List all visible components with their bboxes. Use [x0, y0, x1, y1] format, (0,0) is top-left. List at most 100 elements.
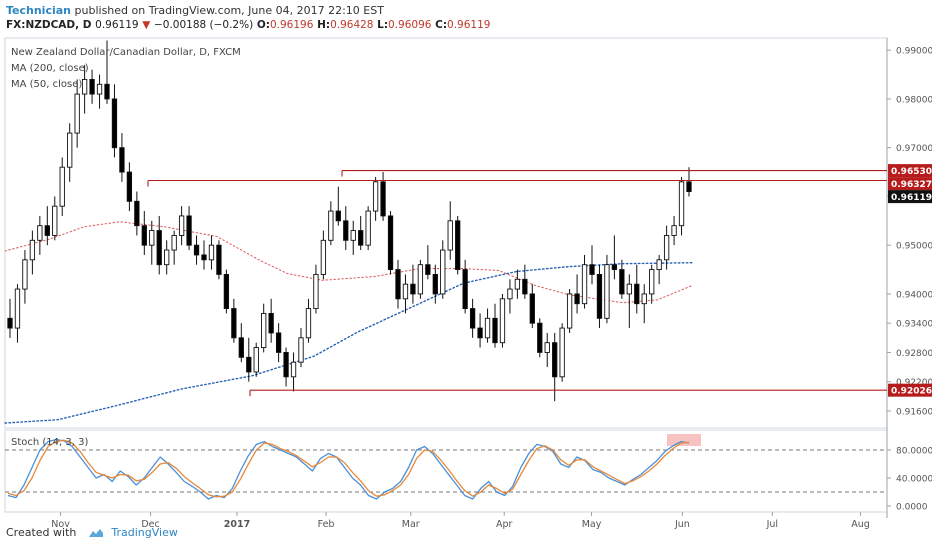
- time-tick-label: Apr: [496, 519, 513, 530]
- price-change: −0.00188 (−0.2%): [153, 19, 254, 31]
- bullish-candle: [566, 289, 573, 333]
- ma50-legend[interactable]: MA (50, close): [11, 79, 83, 90]
- bullish-candle: [305, 298, 312, 343]
- candle-body: [634, 283, 640, 305]
- bearish-candle: [335, 186, 341, 226]
- time-tick-label: Jul: [766, 519, 778, 530]
- candle-body: [649, 269, 655, 295]
- candle-body: [81, 78, 88, 95]
- stoch-d-line: [7, 439, 690, 498]
- bearish-candle: [477, 313, 483, 348]
- bullish-candle: [649, 264, 655, 304]
- candle-body: [231, 308, 237, 339]
- tradingview-brand[interactable]: TradingView: [111, 526, 178, 539]
- bullish-candle: [365, 206, 371, 251]
- bearish-candle: [522, 264, 528, 299]
- candle-body: [44, 225, 50, 236]
- candle-body: [671, 225, 677, 236]
- bearish-candle: [537, 318, 543, 358]
- bearish-candle: [238, 323, 244, 363]
- candle-body: [395, 269, 401, 300]
- bullish-candle: [641, 284, 647, 324]
- candle-body: [537, 322, 543, 353]
- bearish-candle: [552, 332, 558, 402]
- bullish-candle: [417, 259, 424, 299]
- change-arrow: ▼: [142, 19, 151, 31]
- bullish-candle: [372, 176, 379, 221]
- candle-body: [522, 278, 528, 295]
- candle-body: [410, 283, 416, 295]
- candle-body: [656, 259, 662, 271]
- candle-body: [126, 171, 133, 202]
- candle-body: [484, 317, 491, 339]
- candle-body: [141, 225, 147, 246]
- tradingview-logo-icon: [88, 529, 103, 537]
- bullish-candle: [559, 323, 565, 382]
- candle-body: [261, 312, 267, 349]
- bearish-candle: [119, 133, 125, 182]
- bullish-candle: [149, 220, 155, 265]
- candle-body: [343, 220, 349, 241]
- bullish-candle: [171, 230, 177, 265]
- bearish-candle: [395, 259, 401, 309]
- close-value: 0.96119: [447, 19, 491, 31]
- bullish-candle: [544, 332, 550, 368]
- price-tick-label: 0.97000: [896, 144, 932, 154]
- candle-body: [216, 244, 222, 275]
- bearish-candle: [89, 69, 95, 104]
- candle-body: [171, 234, 177, 251]
- candle-body: [663, 234, 670, 261]
- bullish-candle: [678, 176, 685, 236]
- chart-title: New Zealand Dollar/Canadian Dollar, D, F…: [11, 47, 241, 58]
- bearish-candle: [246, 337, 252, 382]
- bearish-candle: [186, 206, 192, 251]
- ma200-line: [4, 262, 694, 424]
- bullish-candle: [14, 284, 21, 343]
- candle-body: [14, 288, 21, 329]
- candle-body: [425, 264, 431, 275]
- high-label: H:: [317, 19, 331, 31]
- bullish-candle: [59, 157, 65, 216]
- candle-body: [596, 273, 603, 319]
- candle-body: [358, 230, 364, 246]
- time-tick-label: Mar: [402, 519, 420, 530]
- candle-body: [455, 220, 461, 271]
- bullish-candle: [328, 201, 334, 246]
- candle-body: [238, 337, 244, 358]
- candle-body: [59, 166, 65, 207]
- bullish-candle: [656, 254, 662, 285]
- bearish-candle: [156, 215, 162, 275]
- bullish-candle: [663, 225, 670, 270]
- candle-body: [335, 210, 341, 222]
- candle-body: [507, 288, 513, 300]
- bearish-candle: [686, 167, 692, 197]
- price-tick-label: 0.91600: [896, 407, 932, 417]
- candle-body: [298, 337, 304, 363]
- stoch-legend[interactable]: Stoch (14, 3, 3): [11, 437, 89, 448]
- bullish-candle: [96, 74, 103, 109]
- bearish-candle: [589, 245, 595, 285]
- candle-body: [589, 264, 595, 275]
- bearish-candle: [126, 162, 133, 212]
- candle-body: [514, 278, 521, 290]
- candle-body: [559, 327, 565, 378]
- candle-body: [7, 317, 13, 329]
- time-tick-label: Jun: [674, 519, 690, 530]
- candle-body: [477, 327, 483, 339]
- author-username[interactable]: Technician: [6, 4, 72, 17]
- ma200-legend[interactable]: MA (200, close): [11, 63, 89, 74]
- open-label: O:: [256, 19, 270, 31]
- candle-body: [350, 230, 356, 241]
- bearish-candle: [455, 215, 461, 275]
- candle-body: [22, 259, 28, 290]
- price-tick-label: 0.93400: [896, 320, 932, 330]
- bearish-candle: [216, 240, 222, 280]
- candle-body: [283, 351, 289, 378]
- bullish-candle: [67, 123, 73, 182]
- bullish-candle: [22, 250, 28, 304]
- bearish-candle: [380, 172, 386, 221]
- candle-body: [417, 264, 424, 295]
- bullish-candle: [514, 269, 521, 299]
- bullish-candle: [29, 230, 36, 275]
